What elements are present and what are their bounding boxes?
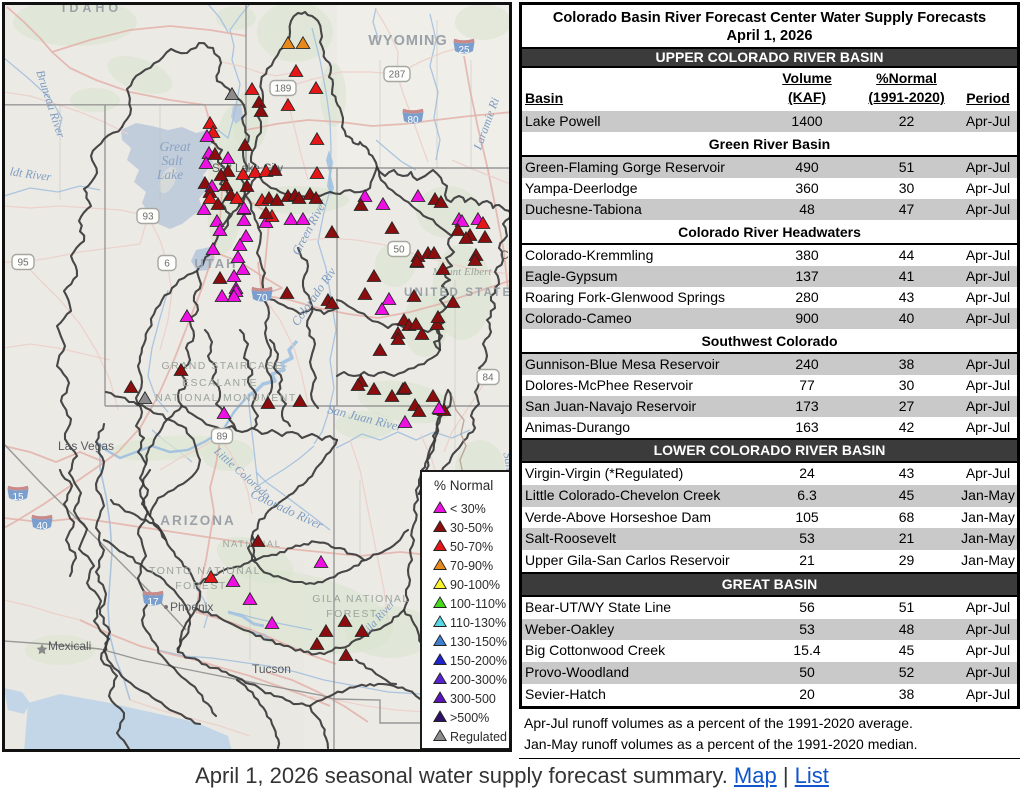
svg-text:84: 84 — [482, 373, 494, 384]
svg-text:Salt: Salt — [161, 153, 183, 168]
svg-text:San: San — [500, 451, 509, 471]
svg-text:IDAHO: IDAHO — [62, 5, 122, 15]
svg-text:Lake: Lake — [156, 167, 183, 182]
svg-text:30-50%: 30-50% — [450, 521, 493, 535]
svg-text:< 30%: < 30% — [450, 502, 486, 516]
svg-text:NATIONAL: NATIONAL — [223, 539, 282, 550]
svg-text:UTAH: UTAH — [194, 256, 237, 271]
svg-text:300-500: 300-500 — [450, 692, 496, 706]
svg-text:GILA NATIONAL: GILA NATIONAL — [312, 593, 410, 605]
svg-text:C: C — [500, 248, 509, 262]
svg-text:70: 70 — [256, 293, 268, 304]
svg-text:Great: Great — [160, 139, 192, 154]
svg-text:95: 95 — [17, 258, 29, 269]
svg-text:Phoenix: Phoenix — [170, 600, 213, 614]
svg-text:ldt River: ldt River — [9, 164, 53, 184]
svg-text:200-300%: 200-300% — [450, 673, 507, 687]
svg-text:89: 89 — [216, 432, 228, 443]
svg-text:FOREST: FOREST — [175, 580, 227, 592]
svg-text:70-90%: 70-90% — [450, 559, 493, 573]
svg-text:189: 189 — [275, 84, 292, 95]
svg-text:Regulated: Regulated — [450, 730, 507, 744]
svg-text:50: 50 — [393, 245, 405, 256]
svg-text:40: 40 — [36, 521, 48, 532]
svg-text:50-70%: 50-70% — [450, 540, 493, 554]
svg-text:NATIONAL MONUMENT: NATIONAL MONUMENT — [155, 392, 297, 404]
svg-text:TONTO NATIONAL: TONTO NATIONAL — [149, 565, 261, 577]
svg-text:UNITED STATES: UNITED STATES — [404, 287, 509, 299]
svg-text:ESCALANTE: ESCALANTE — [182, 377, 258, 389]
svg-text:% Normal: % Normal — [434, 478, 493, 493]
svg-text:287: 287 — [389, 70, 406, 81]
svg-text:>500%: >500% — [450, 711, 489, 725]
svg-text:100-110%: 100-110% — [450, 597, 506, 611]
svg-text:150-200%: 150-200% — [450, 654, 507, 668]
svg-text:6: 6 — [164, 259, 170, 270]
svg-text:110-130%: 110-130% — [450, 616, 506, 630]
svg-text:15: 15 — [12, 492, 24, 503]
svg-text:130-150%: 130-150% — [450, 635, 507, 649]
svg-text:Mexicali: Mexicali — [48, 639, 91, 653]
svg-text:93: 93 — [142, 212, 154, 223]
svg-text:25: 25 — [458, 45, 470, 56]
svg-text:WYOMING: WYOMING — [368, 33, 448, 49]
svg-text:ARIZONA: ARIZONA — [160, 513, 236, 528]
svg-text:Las Vegas: Las Vegas — [58, 439, 114, 453]
svg-text:17: 17 — [147, 597, 159, 608]
svg-text:Tucson: Tucson — [252, 662, 291, 676]
svg-text:FOREST: FOREST — [326, 608, 378, 620]
svg-text:GRAND STAIRCASE-: GRAND STAIRCASE- — [161, 360, 288, 372]
svg-text:80: 80 — [407, 115, 419, 126]
svg-text:90-100%: 90-100% — [450, 578, 500, 592]
